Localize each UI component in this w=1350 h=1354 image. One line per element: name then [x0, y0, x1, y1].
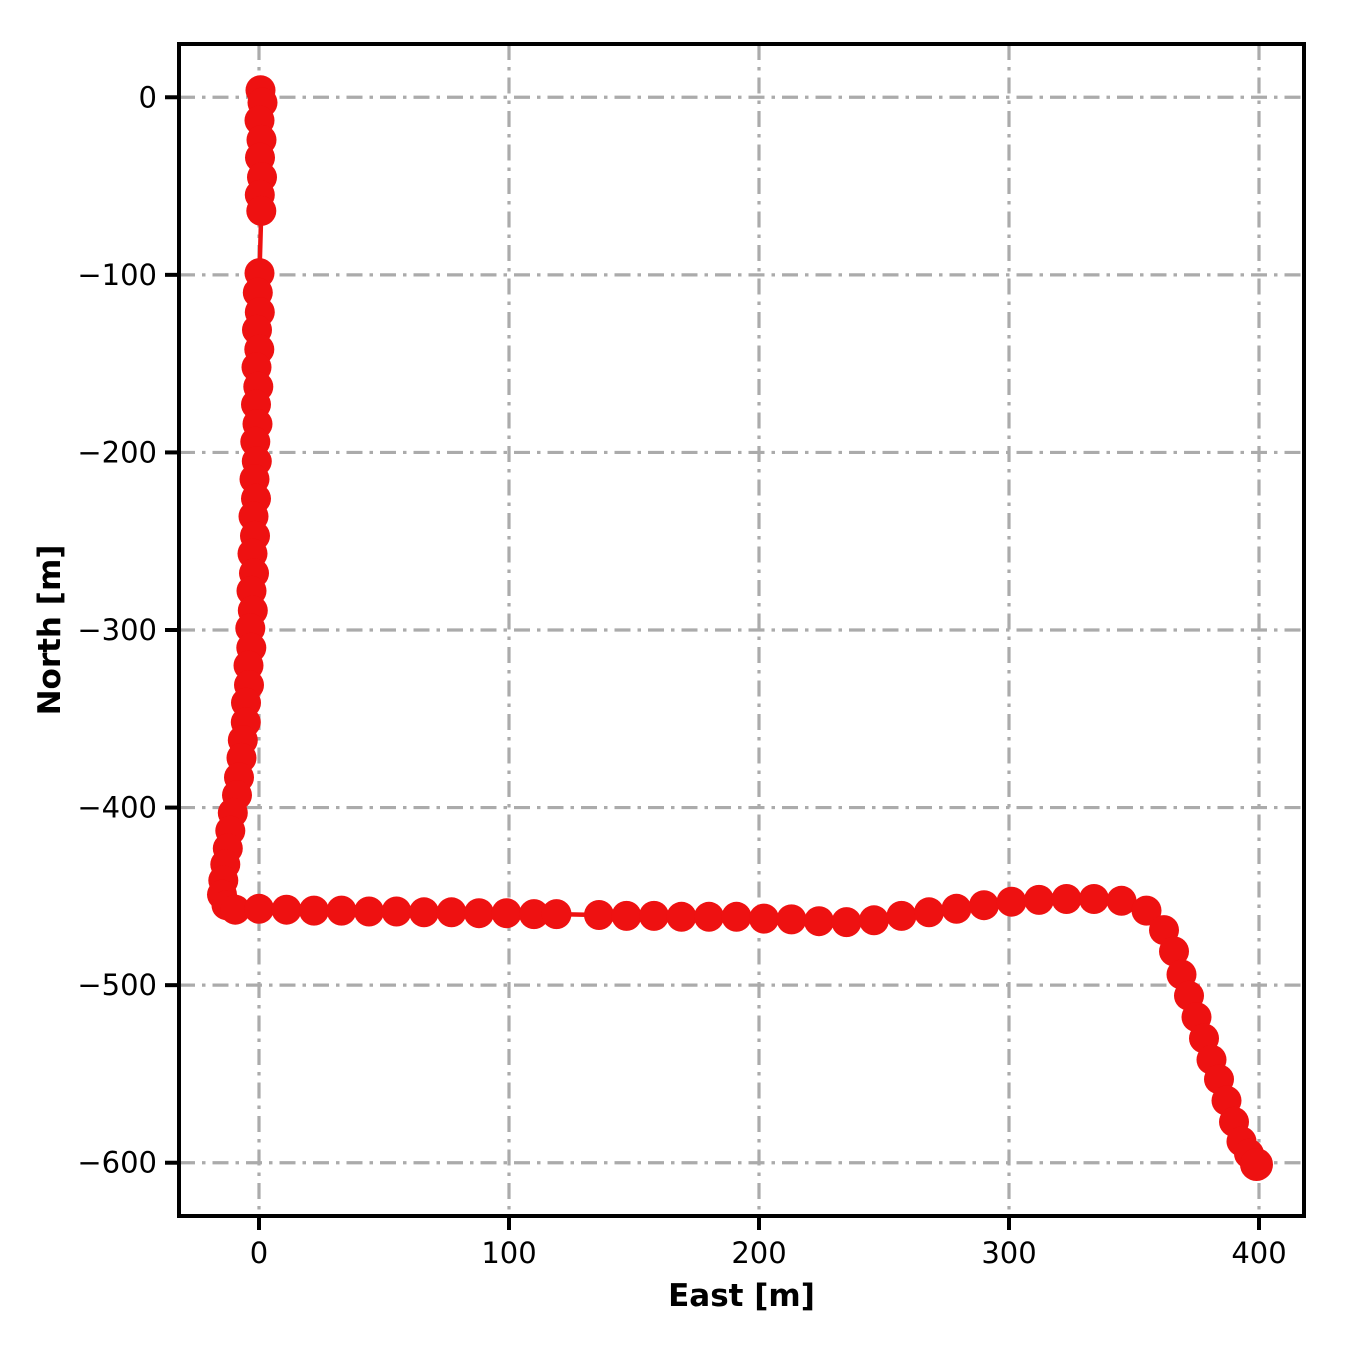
- data-point: [611, 900, 642, 931]
- y-tick-label: −400: [77, 791, 157, 825]
- data-point: [804, 906, 834, 937]
- grid-lines: [179, 44, 1304, 1216]
- data-point: [541, 899, 572, 930]
- data-point: [1106, 885, 1137, 916]
- y-tick-label: 0: [139, 80, 157, 114]
- data-point: [1131, 895, 1162, 926]
- data-point: [381, 896, 412, 927]
- data-point: [639, 900, 669, 931]
- data-point: [299, 895, 329, 926]
- x-tick-label: 200: [731, 1236, 786, 1270]
- data-point: [914, 897, 944, 928]
- data-point: [831, 907, 862, 938]
- axis-tick-labels: 0 100 200 300 400 0 −100 −200 −300 −400 −500 −600: [77, 80, 1286, 1270]
- y-tick-label: −600: [77, 1146, 157, 1180]
- data-point: [519, 899, 549, 930]
- data-point: [326, 895, 357, 926]
- x-tick-label: 300: [981, 1236, 1036, 1270]
- data-point: [1079, 884, 1109, 914]
- x-tick-label: 100: [481, 1236, 536, 1270]
- data-point: [271, 894, 302, 925]
- data-point: [886, 900, 917, 931]
- data-point: [666, 901, 697, 932]
- axis-ticks: [165, 95, 1261, 1230]
- data-point: [409, 897, 439, 928]
- data-point: [436, 897, 467, 928]
- data-point: [996, 886, 1027, 917]
- trajectory-series: [207, 75, 1273, 1181]
- data-point: [776, 904, 807, 935]
- data-point: [694, 901, 724, 932]
- data-point: [244, 893, 274, 924]
- x-tick-label: 0: [250, 1236, 268, 1270]
- data-point: [491, 898, 522, 929]
- data-point: [464, 898, 494, 929]
- y-tick-label: −500: [77, 968, 157, 1002]
- data-point: [969, 890, 999, 921]
- data-point: [941, 893, 972, 924]
- y-axis-label: North [m]: [32, 545, 68, 716]
- data-point: [749, 903, 779, 934]
- data-point: [354, 896, 384, 927]
- x-tick-label: 400: [1231, 1236, 1286, 1270]
- data-point: [1051, 884, 1082, 914]
- data-point: [859, 905, 889, 936]
- data-point: [246, 195, 277, 226]
- y-tick-label: −100: [77, 258, 157, 292]
- data-point: [1240, 1148, 1273, 1181]
- data-point: [220, 894, 251, 925]
- x-axis-label: East [m]: [668, 1278, 815, 1314]
- plot-border: [177, 42, 1306, 1218]
- y-tick-label: −200: [77, 435, 157, 469]
- data-point: [584, 900, 614, 930]
- data-point: [721, 901, 752, 932]
- data-point: [1024, 884, 1054, 915]
- data-point: [1159, 936, 1189, 967]
- y-tick-label: −300: [77, 613, 157, 647]
